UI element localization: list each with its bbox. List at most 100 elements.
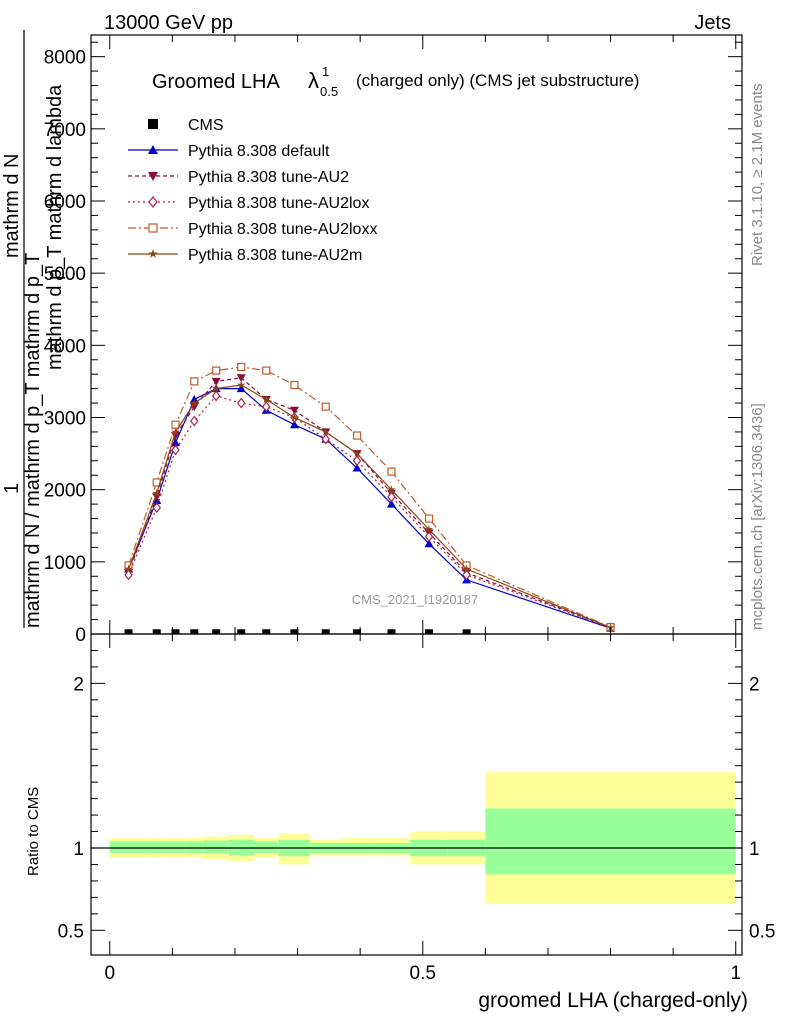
- series-0-point-10: [387, 629, 396, 634]
- legend-marker-0: [148, 119, 158, 129]
- legend-label-0: CMS: [188, 117, 224, 134]
- ratio-inner-band-0: [109, 841, 148, 853]
- main-ytick-label-6: 6000: [44, 192, 86, 213]
- ylabel-one: 1: [1, 483, 23, 494]
- category-label: Jets: [694, 12, 731, 34]
- series-3-point-6: [262, 401, 271, 413]
- series-4-point-4: [212, 366, 221, 375]
- series-5-point-9: [352, 449, 362, 458]
- main-y-label: 1 mathrm d N / mathrm d p_T mathrm d p_T…: [1, 30, 66, 628]
- rivet-label: Rivet 3.1.10, ≥ 2.1M events: [749, 84, 766, 267]
- ratio-y-label: Ratio to CMS: [25, 787, 42, 876]
- series-5-point-12: [462, 564, 471, 573]
- legend-entry-4: Pythia 8.308 tune-AU2loxx: [128, 221, 377, 238]
- ylabel-numerator-right: mathrm d p_T mathrm d lambda: [44, 84, 66, 370]
- series-line-1: [128, 388, 611, 629]
- series-5-point-10: [387, 485, 396, 494]
- series-3-point-9: [352, 455, 362, 467]
- ratio-plot-frame: [90, 633, 743, 956]
- x-axis-label: groomed LHA (charged-only): [478, 989, 748, 1012]
- ratio-inner-band-4: [203, 840, 229, 854]
- ratio-inner-band-3: [184, 841, 204, 853]
- ratio-inner-band-1: [147, 841, 167, 853]
- series-0-point-0: [124, 629, 133, 634]
- series-4-point-11: [424, 514, 434, 523]
- series-0-point-11: [425, 629, 434, 634]
- series-1-point-5: [236, 384, 246, 393]
- ratio-ytick-label-right-1: 1: [749, 839, 760, 860]
- series-4-point-9: [352, 431, 362, 440]
- series-3-point-2: [171, 444, 180, 456]
- legend-marker-4: [148, 223, 158, 233]
- ratio-ytick-label-left-1: 1: [73, 839, 84, 860]
- main-ytick-label-1: 1000: [44, 553, 86, 574]
- series-3-point-3: [190, 415, 199, 427]
- legend-entry-5: Pythia 8.308 tune-AU2m: [128, 247, 362, 264]
- ratio-axes: 0 0.5 1 0.5 0.5 1 1 2 2: [58, 634, 775, 984]
- series-5-point-0: [124, 564, 133, 573]
- title-rest: (charged only) (CMS jet substructure): [356, 71, 639, 90]
- series-0: [124, 629, 471, 634]
- series-3-point-10: [387, 491, 396, 503]
- series-4-point-8: [321, 402, 330, 411]
- series-5-point-1: [152, 488, 161, 497]
- series-2-point-2: [171, 432, 181, 441]
- series-1-point-10: [386, 499, 396, 508]
- series-4-point-3: [190, 377, 199, 386]
- legend-label-1: Pythia 8.308 default: [188, 143, 330, 160]
- energy-label: 13000 GeV pp: [104, 12, 233, 34]
- title-main: Groomed LHA: [152, 71, 280, 93]
- series-5-point-6: [262, 395, 271, 404]
- ratio-ytick-label-right-0: 0.5: [749, 921, 775, 942]
- ratio-xtick-label-2: 1: [730, 963, 741, 984]
- series-5-point-4: [211, 384, 221, 393]
- series-2-point-5: [236, 374, 246, 383]
- mcplots-label: mcplots.cern.ch [arXiv:1306.3436]: [749, 403, 766, 630]
- legend-label-2: Pythia 8.308 tune-AU2: [188, 169, 349, 186]
- legend-entry-0: CMS: [148, 117, 224, 134]
- ratio-inner-band-2: [166, 841, 185, 853]
- series-3-point-8: [321, 433, 330, 445]
- series-5-point-11: [424, 524, 434, 533]
- main-ytick-label-0: 0: [75, 625, 86, 646]
- main-ytick-label-7: 7000: [44, 120, 86, 141]
- ratio-xtick-label-0: 0: [104, 963, 115, 984]
- legend-marker-1: [148, 145, 158, 154]
- main-series-clip: [124, 362, 616, 634]
- series-0-point-1: [152, 629, 161, 634]
- series-0-point-7: [290, 629, 299, 634]
- ratio-xtick-label-1: 0.5: [410, 963, 436, 984]
- main-ytick-label-5: 5000: [44, 264, 86, 285]
- ratio-ytick-label-right-2: 2: [749, 674, 760, 695]
- ratio-bands: [91, 772, 742, 904]
- series-3-point-0: [124, 569, 133, 581]
- series-3-point-5: [236, 397, 246, 409]
- ratio-inner-band-13: [485, 808, 736, 875]
- series-2-point-3: [189, 403, 199, 412]
- title-sup: 1: [322, 64, 329, 79]
- main-ytick-label-2: 2000: [44, 481, 86, 502]
- title-sub: 0.5: [320, 84, 338, 99]
- series-0-point-5: [237, 629, 246, 634]
- series-3: [124, 390, 615, 634]
- series-4-point-10: [387, 467, 396, 476]
- main-ytick-label-3: 3000: [44, 408, 86, 429]
- series-5-point-2: [171, 427, 180, 436]
- series-line-5: [128, 384, 611, 629]
- ratio-ytick-label-left-0: 0.5: [58, 921, 84, 942]
- ylabel-numerator: mathrm d N: [1, 154, 23, 258]
- ratio-ytick-label-left-2: 2: [73, 674, 84, 695]
- series-5: [124, 380, 615, 632]
- series-4-point-5: [237, 362, 246, 372]
- legend: CMS Pythia 8.308 default Pythia 8.308 tune…: [128, 117, 377, 264]
- main-series: [124, 362, 616, 634]
- series-5-point-5: [237, 380, 246, 389]
- series-2-point-4: [211, 377, 221, 386]
- legend-entry-3: Pythia 8.308 tune-AU2lox: [128, 195, 369, 212]
- legend-marker-2: [148, 172, 158, 181]
- legend-label-5: Pythia 8.308 tune-AU2m: [188, 247, 362, 264]
- series-0-point-4: [212, 629, 221, 634]
- legend-entry-1: Pythia 8.308 default: [128, 143, 330, 160]
- plot-title: Groomed LHA λ 1 0.5 (charged only) (CMS …: [152, 64, 639, 99]
- series-0-point-8: [321, 629, 330, 634]
